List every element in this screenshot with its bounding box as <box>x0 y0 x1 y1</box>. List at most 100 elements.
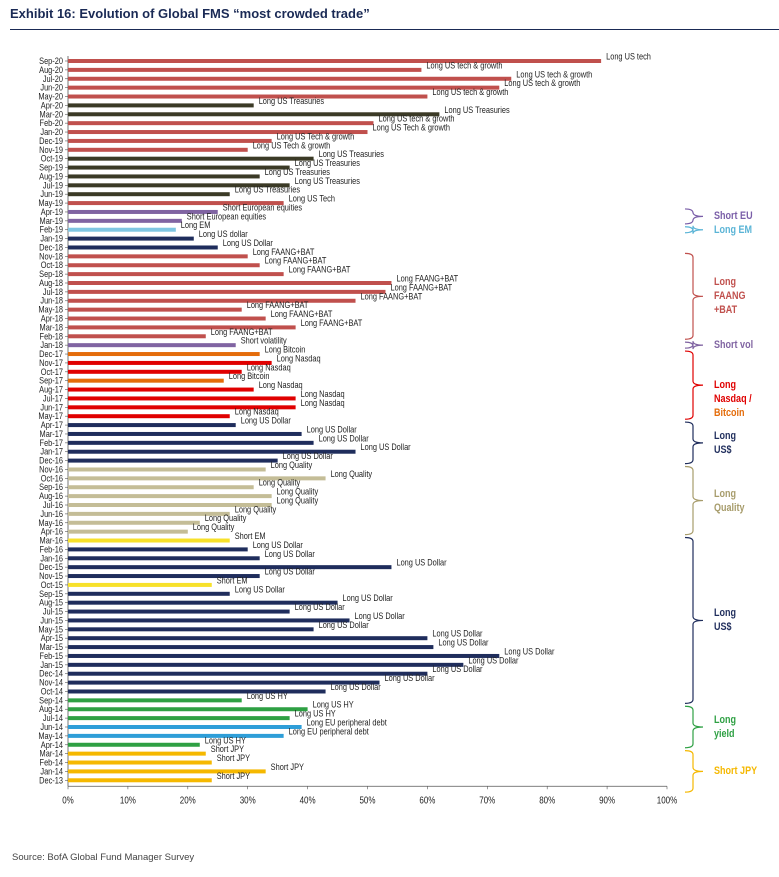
title-divider <box>10 29 779 30</box>
month-label: Sep-14 <box>39 694 63 705</box>
bar-data-label: Long US Dollar <box>307 424 357 435</box>
group-label-line: Long EM <box>714 223 753 236</box>
month-label: Dec-18 <box>39 242 63 253</box>
bar <box>68 360 272 365</box>
month-label: Mar-16 <box>40 535 64 546</box>
month-label: Dec-15 <box>39 561 63 572</box>
bar <box>68 618 350 623</box>
month-label: Jul-14 <box>43 712 63 723</box>
bar-data-label: Long US Dollar <box>384 672 434 683</box>
bar-data-label: Long EU peripheral debt <box>289 725 370 736</box>
bar <box>68 325 296 330</box>
bar-data-label: Long Nasdaq <box>247 361 291 372</box>
month-label: Feb-17 <box>40 437 64 448</box>
bar <box>68 742 200 747</box>
x-tick-label: 70% <box>479 794 495 805</box>
bar <box>68 671 428 676</box>
bar <box>68 733 284 738</box>
month-label: May-19 <box>38 197 63 208</box>
bar <box>68 272 284 277</box>
x-tick-label: 100% <box>657 794 677 805</box>
month-label: Jul-16 <box>43 499 63 510</box>
bar <box>68 76 512 81</box>
bar <box>68 209 218 214</box>
bar-data-label: Long US HY <box>313 699 354 710</box>
group-bracket <box>684 421 704 465</box>
group-label-line: Long <box>714 487 737 500</box>
bar <box>68 511 230 516</box>
x-tick-label: 40% <box>300 794 316 805</box>
bar-data-label: Long US HY <box>247 690 288 701</box>
bar <box>68 298 356 303</box>
bar <box>68 547 248 552</box>
bar <box>68 574 260 579</box>
bar-data-label: Short European equities <box>187 210 266 221</box>
month-label: Mar-18 <box>40 321 64 332</box>
month-label: Aug-20 <box>39 64 63 75</box>
bar-data-label: Long US Tech & growth <box>253 139 331 150</box>
bar <box>68 147 248 152</box>
group-label: Short JPY <box>714 764 757 778</box>
month-label: Jun-19 <box>40 188 63 199</box>
group-label: Long EM <box>714 223 752 237</box>
month-label: Feb-18 <box>40 330 64 341</box>
bar-data-label: Long Quality <box>271 459 313 470</box>
month-label: Oct-18 <box>41 259 63 270</box>
source-note: Source: BofA Global Fund Manager Survey <box>12 852 195 863</box>
bar-data-label: Long US Dollar <box>432 628 482 639</box>
bar-data-label: Long US Dollar <box>438 637 488 648</box>
group-label-line: +BAT <box>714 304 738 317</box>
bar-data-label: Long US Dollar <box>319 432 369 443</box>
bar <box>68 707 308 712</box>
bar-data-label: Long US Dollar <box>265 566 315 577</box>
month-label: Nov-15 <box>39 570 63 581</box>
bar <box>68 414 230 419</box>
group-label: Long yield <box>714 713 736 741</box>
month-label: Oct-16 <box>41 472 63 483</box>
bar-data-label: Long FAANG+BAT <box>265 255 327 266</box>
group-bracket <box>684 225 704 234</box>
bar <box>68 716 290 721</box>
group-label-line: Long <box>714 379 737 392</box>
bar <box>68 369 242 374</box>
group-label-line: Short EU <box>714 210 753 223</box>
bar-data-label: Long US Dollar <box>283 450 333 461</box>
bar-data-label: Long FAANG+BAT <box>301 317 363 328</box>
group-label-line: Short JPY <box>714 765 758 778</box>
bar-data-label: Long Nasdaq <box>301 397 345 408</box>
group-label: Long US$ <box>714 606 736 634</box>
bar <box>68 698 242 703</box>
bar-data-label: Long Nasdaq <box>277 352 321 363</box>
bar-data-label: Short EM <box>235 530 266 541</box>
bar <box>68 423 236 428</box>
x-tick-label: 10% <box>120 794 136 805</box>
month-label: Mar-17 <box>40 428 64 439</box>
month-label: Oct-17 <box>41 366 63 377</box>
month-label: Dec-16 <box>39 455 63 466</box>
month-label: Feb-19 <box>40 224 64 235</box>
bar-data-label: Long US Tech <box>289 193 336 204</box>
bar-data-label: Long US HY <box>295 708 336 719</box>
group-label-line: Short vol <box>714 339 754 352</box>
x-tick-label: 60% <box>419 794 435 805</box>
bar <box>68 449 356 454</box>
month-label: Jul-20 <box>43 73 63 84</box>
bar-data-label: Short EM <box>217 574 248 585</box>
group-bracket <box>684 252 704 340</box>
bar <box>68 600 338 605</box>
month-label: Mar-19 <box>40 215 64 226</box>
group-label: Short vol <box>714 338 753 352</box>
group-bracket <box>684 465 704 536</box>
bar-data-label: Long Quality <box>235 503 277 514</box>
month-label: Aug-17 <box>39 384 63 395</box>
bar-data-label: Long US Tech & growth <box>372 122 450 133</box>
month-label: Oct-19 <box>41 153 63 164</box>
month-label: May-20 <box>38 91 63 102</box>
bar-data-label: Long Quality <box>259 477 301 488</box>
group-label-line: Quality <box>714 501 745 514</box>
bar-data-label: Long US Treasuries <box>295 175 360 186</box>
group-label-line: Long <box>714 714 737 726</box>
month-label: Sep-17 <box>39 375 63 386</box>
bar <box>68 405 296 410</box>
month-label: Jul-19 <box>43 179 63 190</box>
